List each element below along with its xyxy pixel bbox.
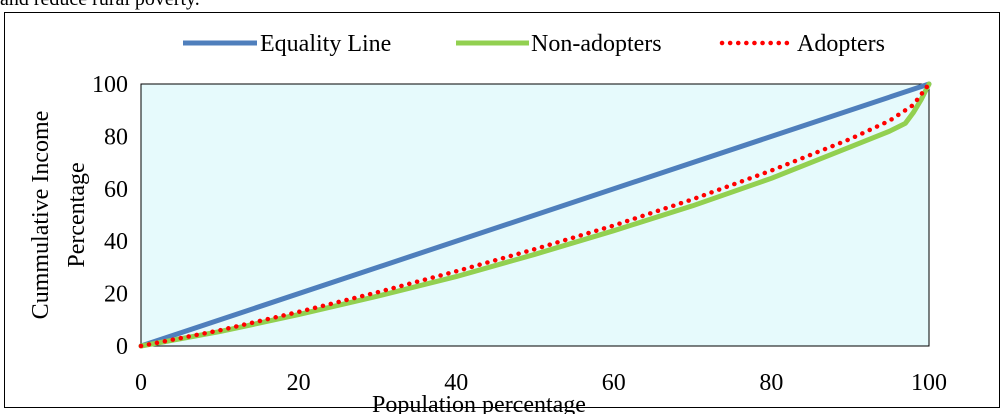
series-layer — [138, 81, 932, 349]
series-line-adopters — [138, 81, 932, 349]
x-tick-label: 20 — [287, 370, 311, 396]
legend-label-adopters: Adopters — [797, 31, 885, 57]
series-line-non-adopters — [138, 81, 932, 349]
y-tick-label: 20 — [104, 282, 128, 308]
legend: Equality Line Non-adopters Adopters — [183, 31, 885, 57]
x-tick-label: 60 — [602, 370, 626, 396]
y-axis-title-line-1: Cummulative Income — [28, 111, 54, 320]
y-tick-label: 0 — [116, 334, 128, 360]
y-axis-title: Cummulative Income Percentage — [28, 111, 90, 320]
x-axis-title: Population percentage — [372, 392, 586, 414]
y-tick-label: 80 — [104, 124, 128, 150]
y-tick-label: 40 — [104, 229, 128, 255]
caption-text: and reduce rural poverty. — [0, 0, 200, 11]
y-axis-ticks: 0 20 40 60 80 100 — [92, 72, 128, 360]
x-tick-label: 80 — [759, 370, 783, 396]
y-tick-label: 60 — [104, 177, 128, 203]
x-tick-label: 100 — [911, 370, 947, 396]
legend-label-non-adopters: Non-adopters — [531, 31, 662, 57]
series-line-equality-line — [138, 81, 932, 349]
y-axis-title-line-2: Percentage — [64, 162, 90, 267]
x-axis-ticks: 0 20 40 60 80 100 — [135, 370, 947, 396]
legend-label-equality-line: Equality Line — [260, 31, 391, 57]
x-tick-label: 40 — [444, 370, 468, 396]
y-tick-label: 100 — [92, 72, 128, 98]
x-tick-label: 0 — [135, 370, 147, 396]
